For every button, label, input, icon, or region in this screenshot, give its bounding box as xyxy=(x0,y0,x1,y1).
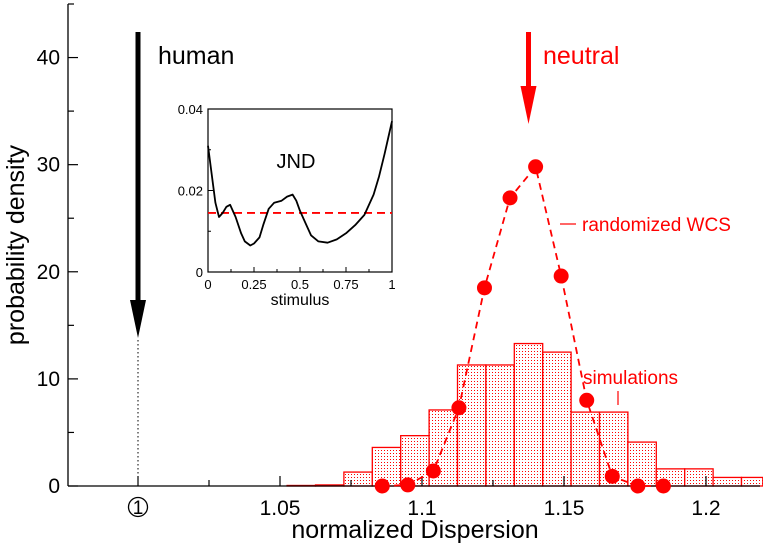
inset-x-tick-label: 0.25 xyxy=(241,277,266,292)
histogram-bar xyxy=(343,471,373,487)
x-tick-label: 1 xyxy=(133,498,144,519)
randomized-wcs-label: randomized WCS xyxy=(582,215,731,236)
human-arrow-head xyxy=(130,300,146,338)
inset-x-axis-label: stimulus xyxy=(271,292,330,309)
inset-y-tick-label: 0.02 xyxy=(178,184,203,199)
histogram-bar xyxy=(485,364,515,487)
y-tick-label: 0 xyxy=(48,475,60,498)
data-point xyxy=(425,463,441,479)
histogram-bar xyxy=(456,364,487,487)
x-tick-label: 1.15 xyxy=(544,497,585,520)
data-point xyxy=(579,392,595,408)
histogram-bar xyxy=(627,441,657,487)
data-point xyxy=(451,400,467,416)
inset-x-tick-label: 0 xyxy=(204,277,211,292)
data-point xyxy=(604,468,620,484)
series-randomized-wcs xyxy=(374,159,671,494)
data-point xyxy=(476,280,492,296)
histogram-bar xyxy=(570,411,601,487)
y-axis: 0 10 20 30 40 xyxy=(37,3,78,498)
data-point xyxy=(528,159,544,175)
inset-y-tick-label: 0.04 xyxy=(178,102,203,117)
histogram-bar xyxy=(513,342,544,487)
histogram-bar xyxy=(740,476,763,487)
inset-y-tick-label: 0 xyxy=(196,265,203,280)
y-tick-label: 20 xyxy=(37,261,60,284)
neutral-label: neutral xyxy=(543,42,619,70)
inset-jnd-line xyxy=(207,121,393,247)
inset-x-tick-label: 0.5 xyxy=(291,277,309,292)
x-tick-label: 1.05 xyxy=(260,497,301,520)
data-point xyxy=(630,478,646,494)
x-axis-label: normalized Dispersion xyxy=(291,516,538,544)
x-axis: 1 1.05 1.1 1.15 1.2 xyxy=(127,476,721,520)
histogram-bar xyxy=(371,446,402,487)
x-tick-label: 1.1 xyxy=(407,497,436,520)
x-tick-label: 1.2 xyxy=(691,497,720,520)
histogram-simulations xyxy=(286,342,763,487)
histogram-bar xyxy=(712,476,743,487)
data-point xyxy=(400,477,416,493)
simulations-label: simulations xyxy=(583,368,678,389)
y-tick-label: 30 xyxy=(37,154,60,177)
y-tick-label: 40 xyxy=(37,47,60,70)
data-point xyxy=(655,478,671,494)
inset-chart: 0 0.25 0.5 0.75 1 0 0.02 0.04 stimulus JND xyxy=(178,102,396,309)
human-label: human xyxy=(158,42,234,70)
neutral-arrow-head xyxy=(520,86,537,124)
inset-frame xyxy=(207,108,393,273)
x-tick-circle xyxy=(127,496,149,518)
y-axis-label: probability density xyxy=(2,144,30,345)
inset-x-tick-label: 1 xyxy=(388,277,395,292)
inset-x-tick-label: 0.75 xyxy=(333,277,358,292)
histogram-bar xyxy=(684,468,714,487)
data-point xyxy=(553,268,569,284)
data-point xyxy=(374,478,390,494)
inset-title: JND xyxy=(277,151,316,173)
y-tick-label: 10 xyxy=(37,368,60,391)
histogram-bar xyxy=(542,351,572,487)
data-point xyxy=(502,190,518,206)
